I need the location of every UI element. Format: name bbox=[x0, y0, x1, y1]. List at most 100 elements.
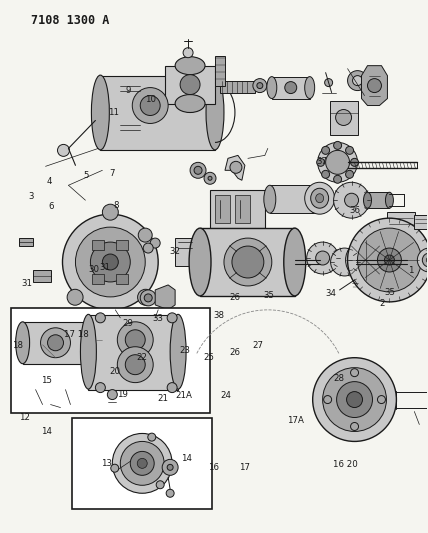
Circle shape bbox=[348, 71, 368, 91]
Text: 35: 35 bbox=[384, 287, 395, 296]
Circle shape bbox=[333, 175, 342, 183]
Circle shape bbox=[345, 240, 386, 280]
Text: 20: 20 bbox=[110, 367, 121, 376]
Bar bbox=[272, 77, 310, 99]
Ellipse shape bbox=[305, 182, 335, 214]
Text: 2: 2 bbox=[380, 299, 385, 308]
Bar bbox=[414, 215, 428, 229]
Circle shape bbox=[90, 242, 130, 282]
Circle shape bbox=[148, 433, 156, 441]
Bar bbox=[19, 238, 33, 246]
Bar bbox=[92, 274, 104, 284]
Text: 32: 32 bbox=[169, 247, 180, 256]
Bar bbox=[235, 195, 250, 223]
Circle shape bbox=[48, 335, 63, 351]
Text: 19: 19 bbox=[117, 390, 128, 399]
Bar bbox=[200, 228, 295, 296]
Circle shape bbox=[224, 238, 272, 286]
Circle shape bbox=[323, 368, 386, 431]
Text: 21A: 21A bbox=[176, 391, 193, 400]
Ellipse shape bbox=[170, 314, 186, 389]
Circle shape bbox=[95, 383, 105, 393]
Circle shape bbox=[190, 163, 206, 178]
Text: 18: 18 bbox=[12, 341, 23, 350]
Ellipse shape bbox=[16, 322, 30, 364]
Ellipse shape bbox=[80, 314, 96, 389]
Circle shape bbox=[357, 228, 421, 292]
Text: 31: 31 bbox=[22, 279, 33, 288]
Circle shape bbox=[368, 78, 381, 93]
Bar bbox=[368, 192, 389, 208]
Ellipse shape bbox=[305, 77, 315, 99]
Circle shape bbox=[307, 242, 339, 274]
Circle shape bbox=[125, 355, 145, 375]
Ellipse shape bbox=[363, 192, 372, 208]
Circle shape bbox=[57, 144, 69, 156]
Circle shape bbox=[324, 395, 332, 403]
Text: 33: 33 bbox=[152, 314, 163, 323]
Circle shape bbox=[316, 251, 330, 265]
Circle shape bbox=[107, 390, 117, 400]
Circle shape bbox=[208, 176, 212, 180]
Circle shape bbox=[140, 95, 160, 116]
Text: 14: 14 bbox=[41, 427, 52, 435]
Circle shape bbox=[345, 147, 354, 155]
Bar bbox=[11, 308, 210, 413]
Text: 35: 35 bbox=[263, 291, 274, 300]
Polygon shape bbox=[225, 155, 245, 180]
Polygon shape bbox=[155, 285, 175, 310]
Circle shape bbox=[75, 227, 145, 297]
Text: 10: 10 bbox=[146, 95, 156, 103]
Text: 34: 34 bbox=[326, 288, 337, 297]
Circle shape bbox=[102, 254, 118, 270]
Circle shape bbox=[117, 347, 153, 383]
Circle shape bbox=[143, 243, 153, 253]
Circle shape bbox=[348, 218, 428, 302]
Circle shape bbox=[62, 214, 158, 310]
Bar bbox=[210, 190, 265, 228]
Text: 23: 23 bbox=[179, 346, 190, 355]
Circle shape bbox=[336, 382, 372, 417]
Text: 29: 29 bbox=[122, 319, 133, 328]
Circle shape bbox=[333, 141, 342, 149]
Bar bbox=[92, 240, 104, 250]
Ellipse shape bbox=[175, 56, 205, 75]
Bar bbox=[330, 101, 357, 135]
Text: 31: 31 bbox=[100, 263, 111, 272]
Circle shape bbox=[318, 142, 357, 182]
Circle shape bbox=[345, 193, 359, 207]
Text: 14: 14 bbox=[181, 454, 192, 463]
Circle shape bbox=[167, 313, 177, 323]
Circle shape bbox=[325, 78, 333, 86]
Bar bbox=[116, 274, 128, 284]
Circle shape bbox=[180, 75, 200, 94]
Ellipse shape bbox=[206, 75, 224, 150]
Ellipse shape bbox=[175, 94, 205, 112]
Circle shape bbox=[356, 250, 375, 270]
Ellipse shape bbox=[311, 188, 329, 208]
Circle shape bbox=[377, 248, 401, 272]
Circle shape bbox=[351, 369, 359, 377]
Circle shape bbox=[321, 147, 330, 155]
Circle shape bbox=[194, 166, 202, 174]
Text: 17: 17 bbox=[239, 463, 250, 472]
Text: 38: 38 bbox=[214, 311, 225, 320]
Text: 36: 36 bbox=[349, 206, 360, 215]
Circle shape bbox=[232, 246, 264, 278]
Circle shape bbox=[120, 441, 164, 485]
Circle shape bbox=[317, 158, 325, 166]
Ellipse shape bbox=[316, 193, 324, 203]
Text: 12: 12 bbox=[19, 414, 30, 423]
Ellipse shape bbox=[284, 228, 306, 296]
Circle shape bbox=[156, 481, 164, 489]
Circle shape bbox=[330, 248, 359, 276]
Circle shape bbox=[321, 171, 330, 179]
Circle shape bbox=[384, 255, 395, 265]
Text: 4: 4 bbox=[47, 177, 53, 186]
Text: 26: 26 bbox=[229, 293, 240, 302]
Bar bbox=[72, 417, 212, 509]
Text: 1: 1 bbox=[408, 266, 414, 275]
Circle shape bbox=[285, 82, 297, 94]
Circle shape bbox=[417, 248, 428, 272]
Text: 22: 22 bbox=[136, 353, 147, 362]
